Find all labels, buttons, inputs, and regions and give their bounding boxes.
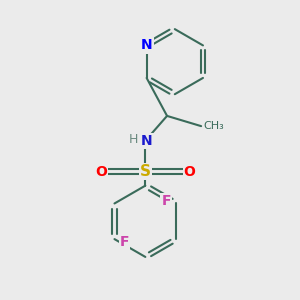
Text: F: F xyxy=(120,235,129,249)
Text: O: O xyxy=(184,165,196,179)
Text: O: O xyxy=(95,165,107,179)
Text: CH₃: CH₃ xyxy=(204,121,224,131)
Text: N: N xyxy=(141,38,152,52)
Text: H: H xyxy=(129,133,138,146)
Text: N: N xyxy=(141,134,153,148)
Text: S: S xyxy=(140,164,151,179)
Text: F: F xyxy=(162,194,171,208)
